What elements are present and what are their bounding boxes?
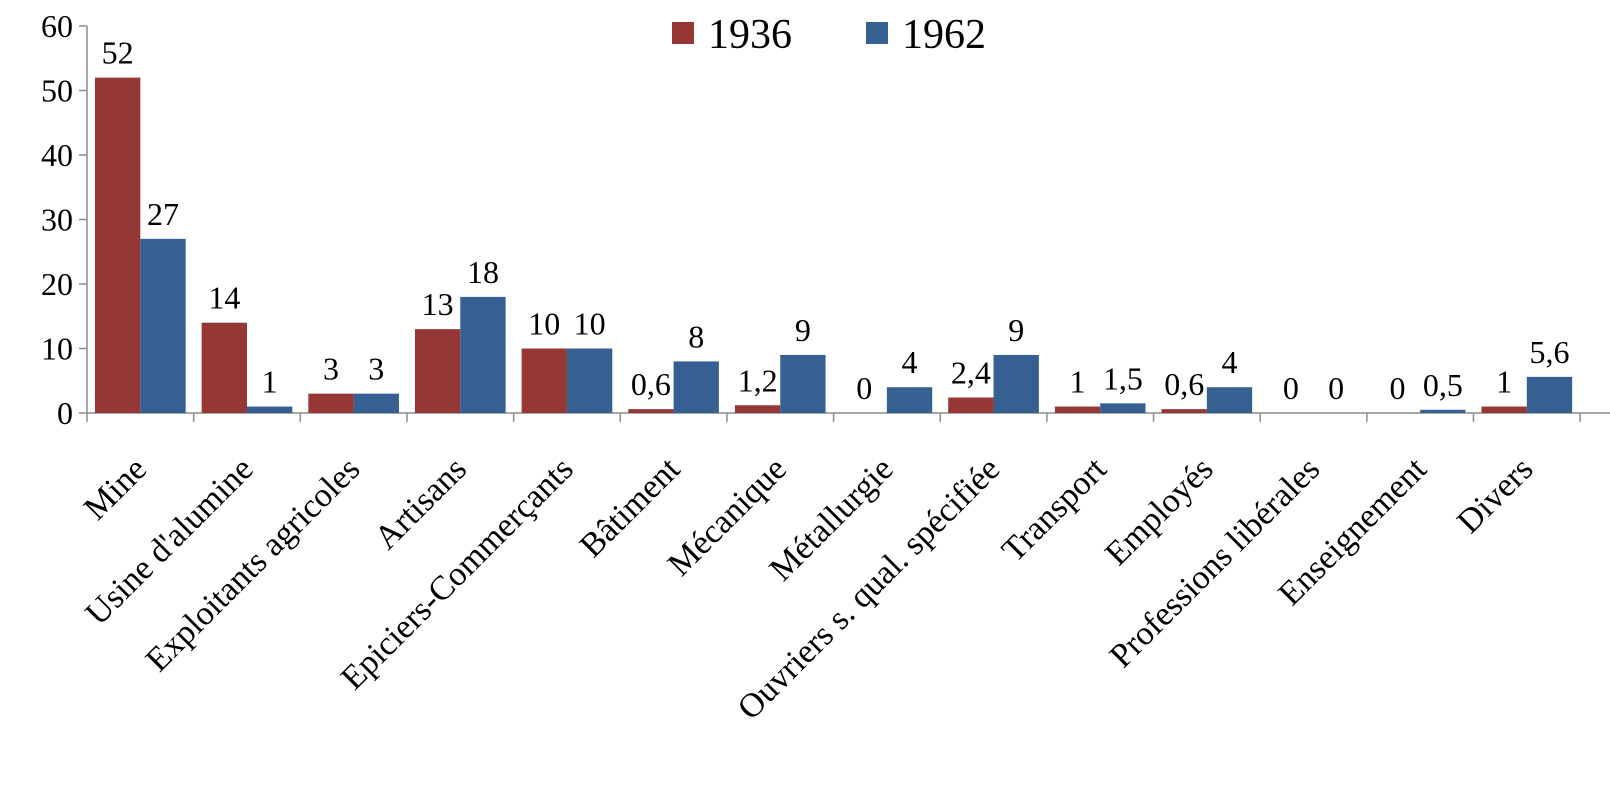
data-label-1962: 27 bbox=[147, 196, 179, 232]
bars-group bbox=[94, 77, 1573, 413]
bar-1962 bbox=[780, 354, 826, 413]
data-label-1962: 9 bbox=[795, 312, 811, 348]
data-label-1936: 14 bbox=[208, 280, 240, 316]
bar-1962 bbox=[140, 238, 186, 413]
bar-1962 bbox=[460, 296, 506, 413]
bar-1936 bbox=[1161, 409, 1207, 413]
bar-1936 bbox=[308, 393, 354, 413]
legend: 1936 1962 bbox=[672, 12, 986, 58]
data-label-1936: 13 bbox=[422, 286, 454, 322]
y-tick-label: 60 bbox=[41, 8, 73, 44]
category-label: Exploitants agricoles bbox=[139, 450, 367, 678]
bar-1936 bbox=[1054, 406, 1101, 413]
category-label: Mine bbox=[77, 450, 154, 527]
bar-1962 bbox=[1526, 376, 1573, 413]
y-tick-label: 0 bbox=[57, 395, 73, 431]
bar-1936 bbox=[948, 397, 994, 413]
data-label-1936: 1 bbox=[1496, 364, 1512, 400]
data-label-1962: 1 bbox=[262, 364, 278, 400]
y-tick-label: 40 bbox=[41, 137, 73, 173]
bar-1962 bbox=[886, 387, 933, 413]
data-label-1962: 18 bbox=[467, 254, 499, 290]
bar-1936 bbox=[1481, 406, 1527, 413]
bar-1936 bbox=[201, 322, 247, 413]
bar-1936 bbox=[94, 77, 141, 413]
data-label-1936: 10 bbox=[528, 306, 560, 342]
data-label-1962: 4 bbox=[902, 344, 918, 380]
bar-1936 bbox=[521, 348, 567, 413]
bar-1962 bbox=[246, 406, 293, 413]
bar-1962 bbox=[1420, 409, 1466, 413]
bar-1936 bbox=[628, 409, 674, 413]
data-label-1962: 9 bbox=[1008, 312, 1024, 348]
bar-1962 bbox=[566, 348, 613, 413]
legend-label-1962: 1962 bbox=[902, 12, 986, 58]
y-tick-label: 30 bbox=[41, 202, 73, 238]
category-label: Transport bbox=[995, 450, 1114, 569]
y-tick-label: 20 bbox=[41, 266, 73, 302]
y-tick-label: 50 bbox=[41, 73, 73, 109]
legend-swatch-1962 bbox=[866, 22, 888, 44]
y-axis: 0 10 20 30 40 50 60 bbox=[41, 8, 88, 431]
category-label: Artisans bbox=[368, 450, 474, 556]
bar-1962 bbox=[993, 354, 1039, 413]
bar-1962 bbox=[353, 393, 399, 413]
data-label-1936: 0 bbox=[856, 370, 872, 406]
data-label-1962: 4 bbox=[1222, 344, 1238, 380]
data-label-1936: 52 bbox=[102, 35, 134, 71]
category-label: Professions libérales bbox=[1103, 450, 1327, 674]
y-tick-label: 10 bbox=[41, 331, 73, 367]
bar-1962 bbox=[1206, 387, 1253, 413]
bar-1936 bbox=[414, 329, 461, 413]
category-label: Divers bbox=[1450, 450, 1540, 540]
bar-1936 bbox=[734, 405, 781, 413]
data-label-1962: 0,5 bbox=[1423, 367, 1463, 403]
data-label-1962: 1,5 bbox=[1103, 360, 1143, 396]
data-label-1962: 5,6 bbox=[1529, 334, 1569, 370]
data-label-1936: 0 bbox=[1283, 370, 1299, 406]
data-label-1936: 3 bbox=[323, 351, 339, 387]
data-label-1962: 8 bbox=[688, 318, 704, 354]
data-label-1962: 10 bbox=[574, 306, 606, 342]
legend-swatch-1936 bbox=[672, 22, 694, 44]
data-label-1936: 0,6 bbox=[1164, 366, 1204, 402]
data-label-1936: 1 bbox=[1070, 364, 1086, 400]
data-label-1936: 0,6 bbox=[631, 366, 671, 402]
data-label-1936: 0 bbox=[1389, 370, 1405, 406]
legend-label-1936: 1936 bbox=[708, 12, 792, 58]
data-label-1962: 0 bbox=[1328, 370, 1344, 406]
x-axis bbox=[86, 412, 1610, 422]
data-label-1962: 3 bbox=[368, 351, 384, 387]
data-label-1936: 1,2 bbox=[738, 362, 778, 398]
data-label-1936: 2,4 bbox=[951, 355, 991, 391]
bar-1962 bbox=[1100, 403, 1146, 413]
bar-1962 bbox=[673, 361, 719, 413]
